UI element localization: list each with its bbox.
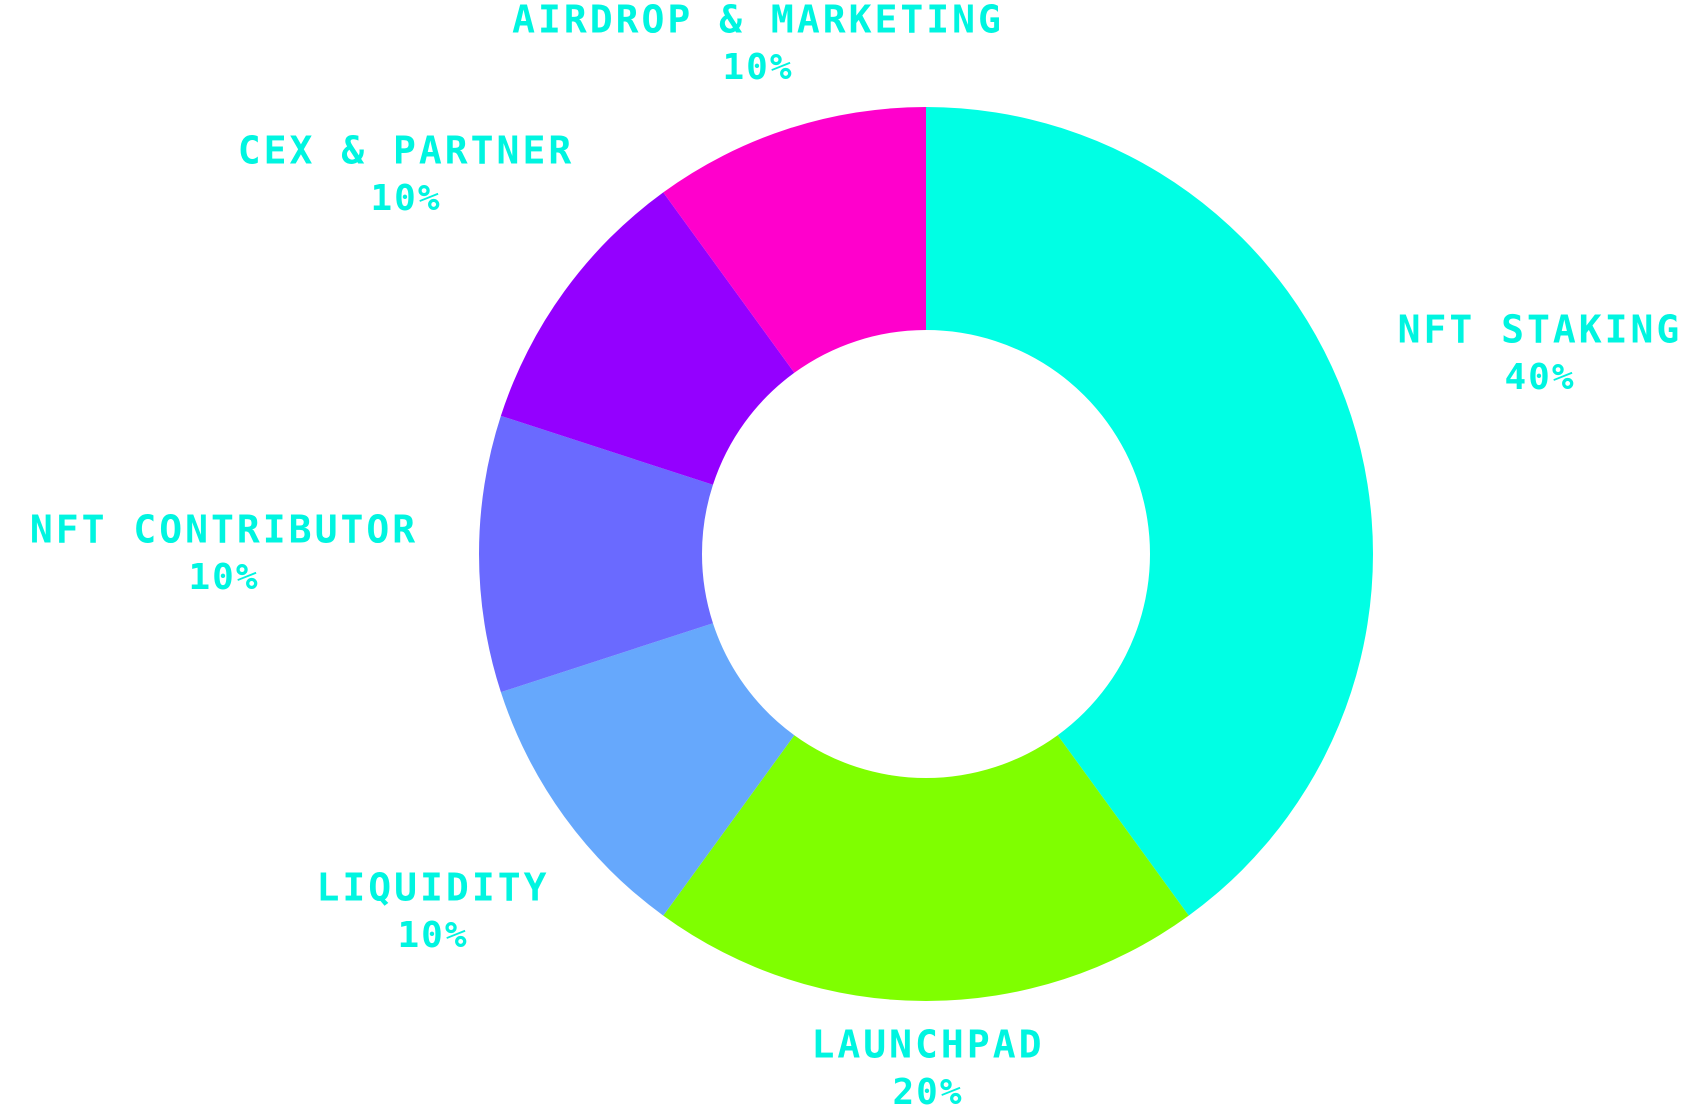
- slice-labels: NFT STAKING 40% LAUNCHPAD 20% LIQUIDITY 10% NF…: [30, 0, 1683, 1106]
- slice-cex-and-partner: [500, 192, 795, 485]
- percent-airdrop-and-marketing: 10%: [722, 47, 793, 88]
- donut-slices: [479, 107, 1373, 1001]
- label-cex-and-partner: CEX & PARTNER: [238, 129, 574, 173]
- label-nft-contributor: NFT CONTRIBUTOR: [30, 508, 418, 552]
- slice-nft-contributor: [479, 415, 713, 693]
- percent-nft-contributor: 10%: [188, 557, 259, 598]
- label-airdrop-and-marketing: AIRDROP & MARKETING: [512, 0, 1004, 42]
- percent-liquidity: 10%: [397, 915, 468, 956]
- label-liquidity: LIQUIDITY: [317, 866, 550, 910]
- percent-launchpad: 20%: [892, 1072, 963, 1106]
- slice-launchpad: [663, 735, 1189, 1001]
- slice-liquidity: [500, 623, 795, 916]
- label-launchpad: LAUNCHPAD: [812, 1023, 1045, 1067]
- label-nft-staking: NFT STAKING: [1398, 308, 1683, 352]
- percent-cex-and-partner: 10%: [370, 178, 441, 219]
- slice-airdrop-and-marketing: [663, 107, 926, 373]
- percent-nft-staking: 40%: [1504, 357, 1575, 398]
- slice-nft-staking: [926, 107, 1373, 916]
